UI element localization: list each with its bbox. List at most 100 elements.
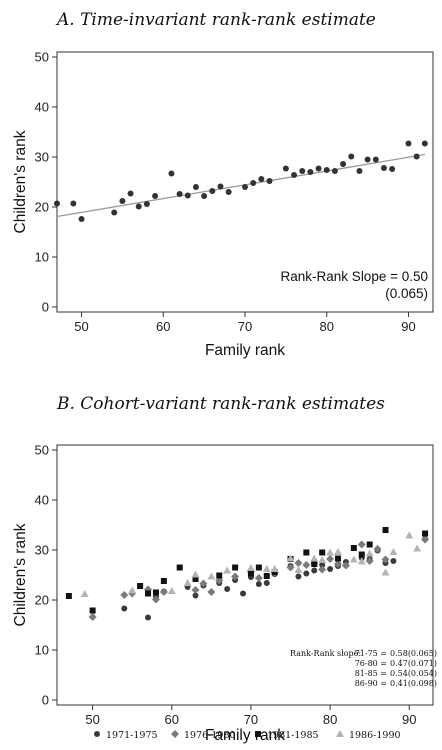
panel-b-point xyxy=(152,589,159,596)
panel-a-point xyxy=(266,178,273,184)
panel-b-point xyxy=(319,549,326,556)
panel-a-points xyxy=(54,140,428,222)
panel-a-point xyxy=(70,200,77,207)
panel-b-x-label: Family rank xyxy=(205,727,285,744)
panel-b-point xyxy=(224,586,231,592)
panel-b-point xyxy=(295,573,302,580)
panel-a-point xyxy=(250,180,257,186)
panel-a-point xyxy=(192,184,199,190)
panel-b-slope-value: 0.58(0.065) xyxy=(390,649,437,658)
panel-b-y-tick-label: 50 xyxy=(35,443,49,458)
panel-b-point xyxy=(327,566,334,572)
legend-label: 1976-1980 xyxy=(184,730,236,741)
panel-a-point xyxy=(78,216,85,222)
legend-label: 1981-1985 xyxy=(267,730,319,741)
panel-a-point xyxy=(176,191,183,197)
panel-b-point xyxy=(160,578,167,584)
panel-a-y-tick-label: 20 xyxy=(35,200,49,215)
panel-b-slope-cohort: 81-85 = xyxy=(355,669,387,678)
panel-b-point xyxy=(310,554,319,562)
panel-b-point xyxy=(302,561,311,569)
panel-a-point xyxy=(421,140,428,147)
panel-b-point xyxy=(349,555,358,563)
panel-b-point xyxy=(89,607,96,614)
legend-marker xyxy=(171,730,179,738)
panel-b-point xyxy=(137,583,144,589)
panel-b-point xyxy=(262,565,271,572)
panel-a-point xyxy=(258,176,265,182)
panel-a-point xyxy=(119,198,126,204)
series-1981-1985 xyxy=(65,527,429,614)
panel-a-point xyxy=(282,165,289,172)
panel-a-y-tick-label: 40 xyxy=(35,100,49,115)
legend-label: 1971-1975 xyxy=(106,730,158,741)
panel-a-slope-label: Rank-Rank Slope = 0.50 xyxy=(281,269,428,284)
panel-a-x-tick-label: 50 xyxy=(74,319,88,334)
panel-b-point xyxy=(357,540,366,549)
panel-b-point xyxy=(413,544,422,552)
panel-a-point xyxy=(242,184,248,190)
panel-b-point xyxy=(294,559,303,567)
panel-a-point xyxy=(348,153,355,160)
panel-b-point xyxy=(319,562,326,568)
panel-b-point xyxy=(350,545,357,551)
panel-b-point xyxy=(65,593,72,599)
panel-a-y-tick-label: 50 xyxy=(35,50,49,65)
panel-b-point xyxy=(88,613,97,621)
legend-item: 1976-1980 xyxy=(171,730,236,741)
panel-a-point xyxy=(340,161,347,167)
panel-b-point xyxy=(167,587,176,594)
panel-b-plot-area xyxy=(56,444,434,706)
panel-b-slope-cohort: 76-80 = xyxy=(355,659,387,668)
panel-a-point xyxy=(201,193,208,199)
panel-b-point xyxy=(246,564,255,571)
panel-b-point xyxy=(263,573,270,579)
panel-b-slope-annotation: Rank-Rank slope: 71-75 = 0.58(0.065) 76-… xyxy=(290,649,437,688)
panel-a-point xyxy=(307,169,314,175)
panel-a-point xyxy=(380,165,387,171)
panel-b-point xyxy=(326,555,335,563)
legend-marker xyxy=(94,731,100,737)
panel-b-point xyxy=(318,556,327,563)
panel-b-point xyxy=(318,565,327,574)
panel-b-point xyxy=(365,557,374,565)
panel-a-y-label: Children's rank xyxy=(12,130,29,233)
legend-marker xyxy=(255,731,261,737)
panel-a-x-axis: 50 60 70 80 90 xyxy=(74,312,416,334)
panel-b-point xyxy=(334,548,343,555)
panel-a-slope-se: (0.065) xyxy=(385,286,428,301)
panel-b-x-tick-label: 50 xyxy=(85,712,99,727)
panel-a-point xyxy=(389,166,396,172)
panel-b-point xyxy=(192,576,199,582)
panel-a-y-tick-label: 0 xyxy=(42,300,49,315)
panel-b-x-tick-label: 90 xyxy=(402,712,416,727)
panel-a-point xyxy=(127,190,134,197)
panel-a-x-tick-label: 60 xyxy=(156,319,170,334)
panel-b-slope-cohort: 71-75 = xyxy=(355,649,387,658)
legend-item: 1981-1985 xyxy=(255,730,319,741)
series-1976-1980 xyxy=(88,535,430,621)
panel-b-point xyxy=(270,565,279,572)
panel-a-point xyxy=(299,168,306,174)
panel-a-point xyxy=(111,209,118,216)
panel-b-slope-heading: Rank-Rank slope: xyxy=(290,649,361,658)
panel-b-point xyxy=(232,564,239,571)
panel-a-point xyxy=(135,203,142,210)
panel-b-point xyxy=(255,564,262,571)
panel-b-point xyxy=(223,566,232,574)
panel-a-title: A. Time-invariant rank-rank estimate xyxy=(55,10,376,30)
panel-b-point xyxy=(128,586,137,594)
panel-a-point xyxy=(413,153,420,160)
panel-b-point xyxy=(421,535,430,544)
panel-a-y-tick-label: 30 xyxy=(35,150,49,165)
panel-a-point xyxy=(168,170,175,177)
panel-b-point xyxy=(341,561,350,570)
panel-b-point xyxy=(151,595,160,604)
panel-b-y-tick-label: 40 xyxy=(35,493,49,508)
panel-b-x-tick-label: 60 xyxy=(165,712,179,727)
panel-b-point xyxy=(191,570,200,578)
panel-a-point xyxy=(364,156,371,163)
panel-a-point xyxy=(152,193,159,199)
panel-b-slope-value: 0.41(0.098) xyxy=(390,679,437,688)
